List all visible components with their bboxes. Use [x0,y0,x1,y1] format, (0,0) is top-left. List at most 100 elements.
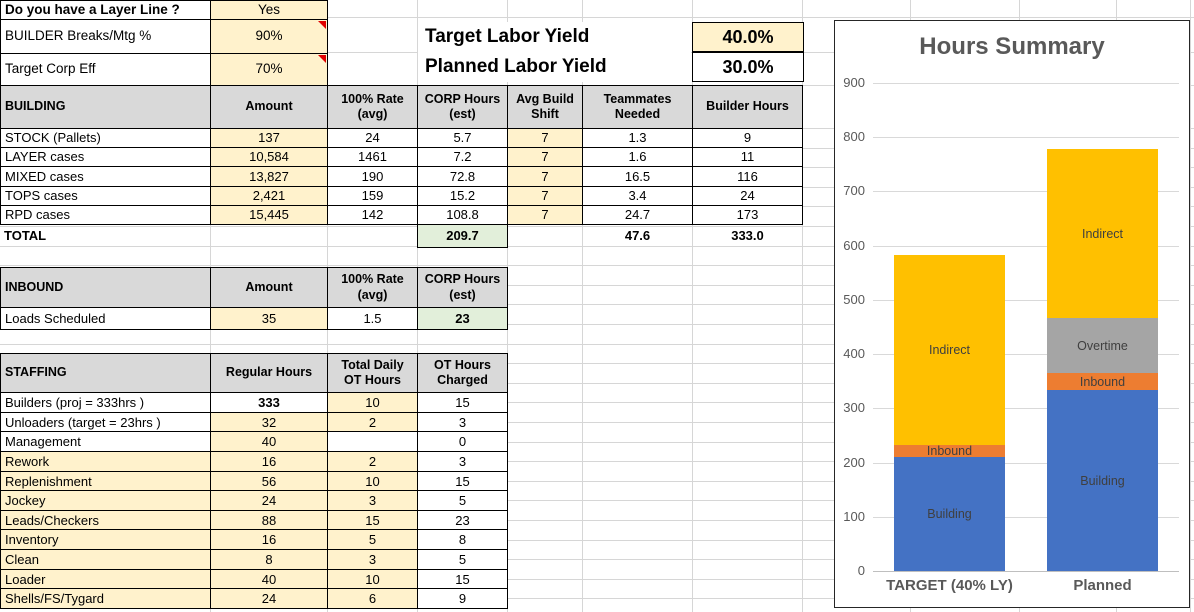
column-header[interactable]: CORP Hours (est) [417,85,508,129]
row-label[interactable]: Management [0,431,211,452]
cell-value[interactable]: 13,827 [210,166,328,187]
column-header[interactable]: STAFFING [0,353,211,393]
cell-value[interactable] [327,431,418,452]
cell-value[interactable]: 56 [210,471,328,492]
cell-value[interactable]: 0 [417,431,508,452]
cell-value[interactable]: 16 [210,451,328,472]
total-builder-hours[interactable]: 333.0 [731,228,764,244]
cell-value[interactable]: 24 [692,185,803,206]
cell-value[interactable]: 7 [507,128,583,149]
cell-value[interactable]: 24 [327,128,418,149]
cell-value[interactable]: 16 [210,529,328,550]
column-header[interactable]: Regular Hours [210,353,328,393]
cell-value[interactable]: 6 [327,588,418,609]
row-label[interactable]: Inventory [0,529,211,550]
cell-value[interactable]: 1.5 [327,307,418,330]
cell-value[interactable]: 10,584 [210,147,328,168]
cell-value[interactable]: 159 [327,185,418,206]
cell-value[interactable]: 333 [210,392,328,413]
cell-value[interactable]: 10 [327,471,418,492]
input-row-label[interactable]: BUILDER Breaks/Mtg % [0,19,211,54]
cell-value[interactable]: 72.8 [417,166,508,187]
cell-value[interactable]: 16.5 [582,166,693,187]
row-label[interactable]: Shells/FS/Tygard [0,588,211,609]
column-header[interactable]: Amount [210,85,328,129]
input-value-cell[interactable]: Yes [210,0,328,20]
planned-labor-yield-label[interactable]: Planned Labor Yield [425,56,607,77]
row-label[interactable]: Rework [0,451,211,472]
cell-value[interactable]: 137 [210,128,328,149]
cell-value[interactable]: 15,445 [210,204,328,225]
row-label[interactable]: TOPS cases [0,185,211,206]
cell-value[interactable]: 7.2 [417,147,508,168]
target-labor-yield-value[interactable]: 40.0% [692,22,804,52]
cell-value[interactable]: 3.4 [582,185,693,206]
column-header[interactable]: Avg Build Shift [507,85,583,129]
cell-value[interactable]: 1.6 [582,147,693,168]
cell-value[interactable]: 190 [327,166,418,187]
row-label[interactable]: MIXED cases [0,166,211,187]
cell-value[interactable]: 7 [507,185,583,206]
column-header[interactable]: 100% Rate (avg) [327,85,418,129]
row-label[interactable]: Unloaders (target = 23hrs ) [0,412,211,433]
column-header[interactable]: INBOUND [0,267,211,308]
cell-value[interactable]: 23 [417,510,508,531]
input-value-cell[interactable]: 70% [210,53,328,86]
cell-value[interactable]: 5 [417,490,508,511]
target-labor-yield-label[interactable]: Target Labor Yield [425,26,590,47]
cell-value[interactable]: 32 [210,412,328,433]
cell-value[interactable]: 7 [507,204,583,225]
cell-value[interactable]: 2,421 [210,185,328,206]
cell-value[interactable]: 7 [507,166,583,187]
cell-value[interactable]: 9 [417,588,508,609]
row-label[interactable]: RPD cases [0,204,211,225]
cell-value[interactable]: 2 [327,451,418,472]
column-header[interactable]: 100% Rate (avg) [327,267,418,308]
cell-value[interactable]: 7 [507,147,583,168]
hours-summary-chart[interactable]: Hours Summary 0 100 200 300 400 500 600 700 800 9… [834,20,1190,608]
row-label[interactable]: Loader [0,569,211,590]
cell-value[interactable]: 116 [692,166,803,187]
cell-value[interactable]: 15 [327,510,418,531]
column-header[interactable]: OT Hours Charged [417,353,508,393]
cell-value[interactable]: 15.2 [417,185,508,206]
cell-value[interactable]: 8 [210,549,328,570]
input-value-cell[interactable]: 90% [210,19,328,54]
cell-value[interactable]: 3 [417,451,508,472]
cell-value[interactable]: 23 [417,307,508,330]
cell-value[interactable]: 5.7 [417,128,508,149]
cell-value[interactable]: 3 [327,490,418,511]
column-header[interactable]: BUILDING [0,85,211,129]
cell-value[interactable]: 5 [417,549,508,570]
row-label[interactable]: Replenishment [0,471,211,492]
total-teammates[interactable]: 47.6 [624,228,651,244]
cell-value[interactable]: 108.8 [417,204,508,225]
cell-value[interactable]: 24 [210,588,328,609]
column-header[interactable]: Builder Hours [692,85,803,129]
cell-value[interactable]: 11 [692,147,803,168]
row-label[interactable]: STOCK (Pallets) [0,128,211,149]
total-row-label[interactable]: TOTAL [4,228,47,244]
row-label[interactable]: LAYER cases [0,147,211,168]
cell-value[interactable]: 40 [210,431,328,452]
cell-value[interactable]: 3 [417,412,508,433]
cell-value[interactable]: 24.7 [582,204,693,225]
cell-value[interactable]: 3 [327,549,418,570]
cell-value[interactable]: 15 [417,392,508,413]
cell-value[interactable]: 142 [327,204,418,225]
planned-labor-yield-value[interactable]: 30.0% [692,52,804,82]
cell-value[interactable]: 10 [327,392,418,413]
column-header[interactable]: Total Daily OT Hours [327,353,418,393]
row-label[interactable]: Builders (proj = 333hrs ) [0,392,211,413]
cell-value[interactable]: 173 [692,204,803,225]
cell-value[interactable]: 88 [210,510,328,531]
cell-value[interactable]: 10 [327,569,418,590]
cell-value[interactable]: 40 [210,569,328,590]
column-header[interactable]: Teammates Needed [582,85,693,129]
row-label[interactable]: Leads/Checkers [0,510,211,531]
cell-value[interactable]: 15 [417,471,508,492]
input-row-label[interactable]: Target Corp Eff [0,53,211,86]
cell-value[interactable]: 24 [210,490,328,511]
cell-value[interactable]: 9 [692,128,803,149]
total-corp-hours[interactable]: 209.7 [417,224,508,248]
